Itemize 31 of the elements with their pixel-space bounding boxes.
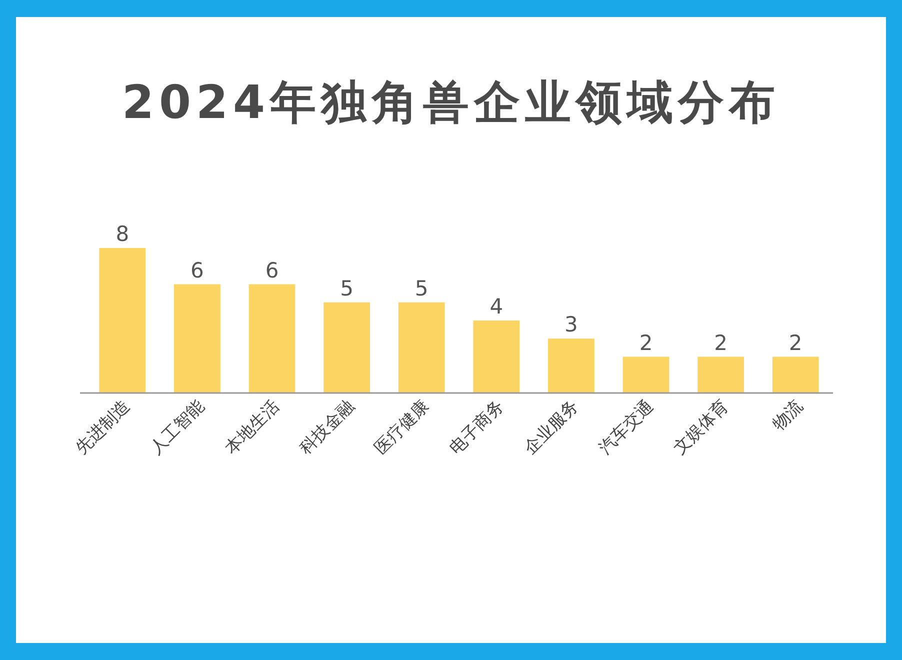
bar	[698, 356, 744, 393]
x-tick-label: 文娱体育	[670, 396, 732, 459]
data-label: 6	[265, 258, 279, 282]
x-tick-label: 科技金融	[296, 396, 358, 459]
x-tick-label: 医疗健康	[370, 396, 434, 459]
bar	[324, 302, 370, 393]
x-tick-label: 先进制造	[72, 396, 134, 459]
bar	[248, 284, 296, 393]
bar	[772, 356, 819, 393]
bar	[174, 284, 220, 393]
x-tick-label: 物流	[768, 396, 808, 435]
data-label: 4	[490, 294, 504, 318]
x-tick-label: 本地生活	[221, 396, 284, 459]
bar	[548, 338, 594, 393]
data-label: 6	[190, 258, 204, 282]
bar	[473, 320, 520, 393]
x-tick-label: 电子商务	[446, 396, 508, 459]
bar	[398, 302, 445, 393]
bar	[99, 248, 146, 393]
x-tick-label: 汽车交通	[595, 396, 658, 459]
data-label: 8	[116, 222, 130, 246]
data-label: 5	[414, 276, 428, 300]
data-label: 2	[639, 330, 653, 355]
chart-title: 2024年独角兽企业领域分布	[122, 75, 780, 129]
x-tick-label: 人工智能	[146, 396, 209, 459]
bar	[622, 356, 670, 393]
data-label: 3	[564, 312, 578, 337]
data-label: 2	[788, 330, 802, 355]
x-tick-label: 企业服务	[520, 396, 583, 459]
data-label: 5	[340, 276, 354, 300]
data-label: 2	[714, 330, 728, 355]
